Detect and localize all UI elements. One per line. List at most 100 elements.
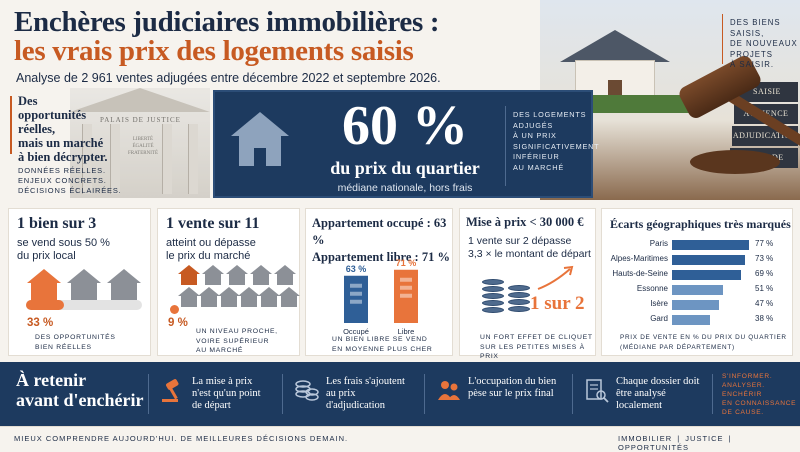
corner-note: DES BIENS SAISIS, DE NOUVEAUX PROJETS À … — [730, 18, 798, 71]
intro-line: réelles, — [18, 122, 56, 136]
takeaway-item: Chaque dossier doit être analysé localem… — [616, 376, 699, 412]
occupancy-lines: Appartement occupé : 63 % Appartement li… — [312, 215, 452, 266]
intro-accent-bar — [10, 96, 12, 154]
starting-price-card: Mise à prix < 30 000 € 1 vente sur 2 dép… — [459, 208, 596, 360]
card-text-line: le prix du marché — [166, 250, 251, 262]
building-window — [400, 293, 412, 298]
footer-tagline: MIEUX COMPRENDRE AUJOURD'HUI. DE MEILLEU… — [14, 434, 349, 443]
house-icon — [258, 287, 280, 307]
geo-department-label: Hauts-de-Seine — [612, 269, 668, 278]
card-note-line: PRIX DE VENTE EN % DU PRIX DU QUARTIER — [620, 334, 787, 341]
hero-note-line: À UN PRIX — [513, 131, 557, 140]
geo-row: Gard 38 % — [610, 314, 788, 326]
hero-caption: du prix du quartier — [330, 158, 480, 178]
coins-icon-secondary — [508, 285, 530, 313]
takeaway-line: d'adjudication — [326, 400, 386, 411]
intro-small-line: ENJEUX CONCRETS. — [18, 176, 107, 185]
takeaway-item: La mise à prix n'est qu'un point de dépa… — [192, 376, 261, 412]
card-text-line: 1 vente sur 2 dépasse — [468, 235, 572, 247]
takeaway-line: de départ — [192, 400, 231, 411]
closing-line: DE CAUSE. — [722, 409, 764, 416]
stat-card-below-half: 1 bien sur 3 se vend sous 50 % du prix l… — [8, 208, 151, 356]
building-window — [400, 285, 412, 290]
card-note-line: AU MARCHÉ — [196, 347, 244, 354]
takeaway-closing: S'INFORMER. ANALYSER. ENCHÉRIR EN CONNAI… — [722, 372, 796, 417]
house-icon — [278, 287, 300, 307]
house-icon-highlight — [178, 265, 200, 285]
hero-note: DES LOGEMENTS ADJUGÉS À UN PRIX SIGNIFIC… — [513, 110, 599, 173]
house-icon — [231, 112, 289, 168]
card-note-line: DES OPPORTUNITÉS — [35, 334, 116, 341]
stat-card-above-market: 1 vente sur 11 atteint ou dépasse le pri… — [157, 208, 300, 356]
card-note-line: SUR LES PETITES MISES À PRIX — [480, 343, 585, 361]
takeaway-title: À retenir avant d'enchérir — [16, 370, 144, 410]
band-divider — [712, 374, 713, 414]
geo-bar — [672, 270, 741, 280]
takeaway-line: Chaque dossier doit — [616, 376, 700, 387]
document-search-icon — [586, 379, 609, 403]
motto-line: LIBERTÉ — [132, 137, 154, 142]
intro-line: opportunités — [18, 108, 87, 122]
house-icon — [238, 287, 260, 307]
takeaway-band: À retenir avant d'enchérir La mise à pri… — [0, 362, 800, 426]
closing-line: S'INFORMER. — [722, 373, 773, 380]
geo-bar — [672, 255, 745, 265]
geo-row: Hauts-de-Seine 69 % — [610, 269, 788, 281]
building-window — [400, 277, 412, 282]
card-note: PRIX DE VENTE EN % DU PRIX DU QUARTIER (… — [620, 333, 787, 352]
house-icon — [218, 287, 240, 307]
takeaway-item: Les frais s'ajoutent au prix d'adjudicat… — [326, 376, 405, 412]
ratio-value: 1 sur 2 — [530, 293, 585, 314]
house-icon — [178, 287, 200, 307]
card-percentage: 9 % — [168, 317, 188, 329]
bar-libre — [394, 269, 418, 323]
geo-value-label: 69 % — [755, 269, 774, 278]
geo-value-label: 51 % — [755, 284, 774, 293]
coins-icon — [482, 279, 504, 314]
geo-value-label: 47 % — [755, 299, 774, 308]
house-icon — [274, 265, 296, 285]
takeaway-line: n'est qu'un point — [192, 388, 261, 399]
footer-categories: IMMOBILIER | JUSTICE | OPPORTUNITÉS — [618, 434, 732, 452]
hero-percentage: 60 % — [342, 95, 468, 157]
card-note: DES OPPORTUNITÉS BIEN RÉELLES — [35, 333, 116, 352]
bar-occupé — [344, 275, 368, 323]
bar-category-label: Libre — [398, 327, 415, 336]
intro-text: Des opportunités réelles, mais un marché… — [18, 94, 107, 164]
corner-note-line: À SAISIR. — [730, 60, 775, 69]
card-text-line: se vend sous 50 % — [17, 237, 110, 249]
building-window — [350, 283, 362, 288]
hero-note-line: AU MARCHÉ — [513, 162, 564, 172]
geo-bar — [672, 240, 749, 250]
intro-small-line: DÉCISIONS ÉCLAIRÉES. — [18, 186, 122, 195]
card-text-line: 3,3 × le montant de départ — [468, 248, 591, 260]
page-title-line1: Enchères judiciaires immobilières : — [14, 6, 440, 38]
page-subtitle: Analyse de 2 961 ventes adjugées entre d… — [16, 71, 441, 85]
building-window — [350, 299, 362, 304]
geo-department-label: Paris — [649, 239, 668, 248]
motto-line: FRATERNITÉ — [128, 151, 158, 156]
house-icon — [67, 269, 101, 301]
takeaway-line: au prix — [326, 388, 356, 399]
hero-note-line: DES LOGEMENTS — [513, 110, 587, 119]
takeaway-title-line: avant d'enchérir — [16, 390, 144, 410]
house-icon — [226, 265, 248, 285]
card-note: UN FORT EFFET DE CLIQUET SUR LES PETITES… — [480, 333, 595, 362]
corner-note-line: SAISIS, — [730, 28, 765, 38]
card-note-line: VOIRE SUPÉRIEUR — [196, 337, 270, 345]
band-divider — [424, 374, 425, 414]
takeaway-line: être analysé — [616, 388, 666, 399]
card-text-line: du prix local — [17, 250, 76, 262]
occupancy-card: Appartement occupé : 63 % Appartement li… — [305, 208, 453, 356]
hero-note-line: INFÉRIEUR — [513, 152, 560, 161]
geo-department-label: Alpes-Maritimes — [610, 254, 668, 263]
hero-divider — [505, 106, 506, 186]
geo-value-label: 73 % — [755, 254, 774, 263]
occupied-line: Appartement occupé : 63 % — [312, 216, 447, 247]
card-headline: Mise à prix < 30 000 € — [466, 215, 584, 229]
header-photo: SAISIE AUDIENCE ADJUDICATION TITRE DE — [540, 0, 800, 200]
card-text: se vend sous 50 % du prix local — [17, 237, 110, 263]
trend-arrow-icon — [537, 265, 574, 290]
intro-small-line: DONNÉES RÉELLES. — [18, 166, 106, 175]
geo-bar — [672, 315, 710, 325]
